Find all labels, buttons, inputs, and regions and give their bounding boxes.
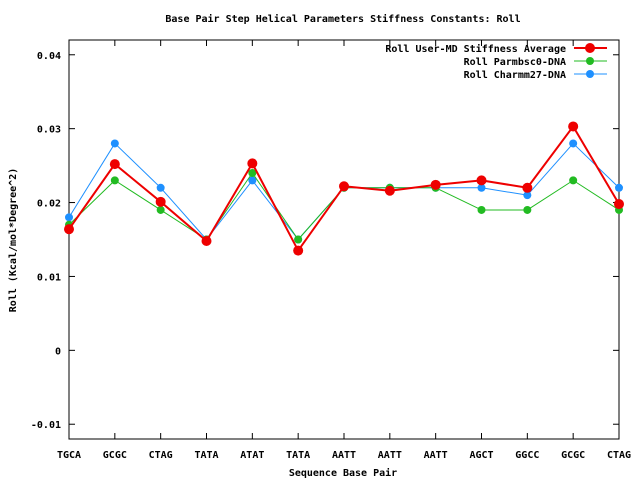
data-point — [477, 205, 486, 214]
data-point — [65, 213, 73, 222]
data-point — [110, 176, 119, 185]
x-tick-label: AATT — [332, 450, 356, 461]
data-point — [201, 235, 212, 246]
data-point — [248, 169, 257, 177]
y-tick-label: 0.01 — [37, 272, 61, 283]
x-tick-label: TATA — [194, 450, 218, 461]
y-tick-label: 0.03 — [37, 125, 61, 136]
x-tick-label: GCGC — [561, 450, 585, 461]
x-tick-label: AATT — [424, 450, 448, 461]
data-point — [384, 185, 395, 196]
x-axis-label: Sequence Base Pair — [289, 467, 397, 479]
y-axis-label: Roll (Kcal/mol*Degree^2) — [8, 168, 19, 313]
data-point — [477, 183, 486, 192]
x-tick-label: AGCT — [469, 450, 493, 461]
legend-marker — [586, 57, 594, 65]
data-point — [614, 199, 624, 210]
x-tick-label: CTAG — [149, 450, 173, 461]
data-point — [248, 176, 257, 185]
data-point — [109, 159, 120, 170]
y-tick-label: 0.04 — [37, 51, 61, 62]
data-point — [155, 196, 166, 207]
y-tick-label: -0.01 — [31, 420, 61, 431]
series-0 — [64, 121, 624, 256]
y-axis: -0.01 0 0.01 0.02 0.03 0.04 — [31, 51, 619, 431]
data-point — [476, 175, 487, 186]
x-axis: TGCA GCGC CTAG TATA ATAT TATA AATT AATT AATT AGCT… — [57, 40, 631, 461]
x-tick-label: CTAG — [607, 450, 631, 461]
y-tick-label: 0.02 — [37, 199, 61, 210]
data-point — [156, 183, 165, 192]
legend-marker — [585, 43, 595, 53]
legend: Roll User-MD Stiffness Average Roll Parmb… — [385, 43, 607, 81]
data-point — [523, 191, 532, 200]
x-tick-label: GGCC — [515, 450, 539, 461]
x-tick-label: ATAT — [240, 450, 264, 461]
data-point — [430, 179, 441, 190]
data-point — [156, 205, 165, 214]
data-point — [110, 139, 119, 148]
series-layer — [64, 121, 624, 256]
chart-title: Base Pair Step Helical Parameters Stiffn… — [165, 13, 520, 25]
data-point — [568, 121, 579, 132]
plot-frame — [68, 39, 620, 440]
x-tick-label: AATT — [378, 450, 402, 461]
legend-label: Roll Charmm27-DNA — [464, 70, 566, 81]
data-point — [569, 176, 578, 185]
x-tick-label: GCGC — [103, 450, 127, 461]
series-1 — [65, 169, 623, 244]
y-tick-label: 0 — [55, 346, 61, 357]
data-point — [522, 182, 533, 193]
data-point — [64, 224, 74, 235]
data-point — [339, 181, 349, 192]
data-point — [615, 183, 623, 192]
data-point — [569, 139, 578, 148]
x-tick-label: TGCA — [57, 450, 81, 461]
x-tick-label: TATA — [286, 450, 310, 461]
legend-label: Roll Parmbsc0-DNA — [464, 57, 566, 68]
data-point — [294, 235, 303, 244]
data-point — [293, 245, 304, 256]
legend-label: Roll User-MD Stiffness Average — [385, 43, 566, 55]
data-point — [523, 205, 532, 214]
legend-marker — [586, 70, 594, 78]
data-point — [247, 158, 258, 169]
